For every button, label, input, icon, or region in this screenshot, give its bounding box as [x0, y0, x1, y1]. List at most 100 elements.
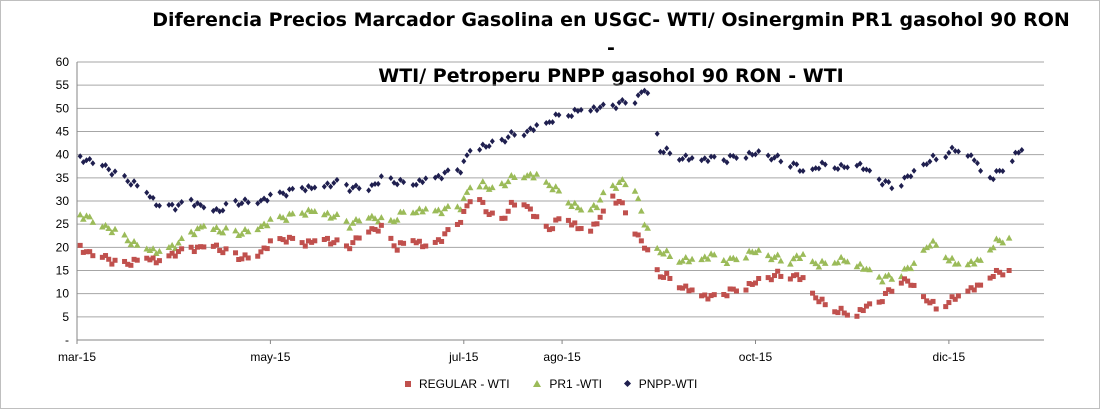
- data-point-regular: [194, 244, 200, 250]
- y-tick-label: 5: [62, 310, 69, 324]
- data-point-pnpp: [505, 134, 511, 141]
- data-point-pnpp: [613, 105, 619, 112]
- legend-marker-triangle-icon: [532, 380, 541, 388]
- data-point-pr1: [1005, 234, 1013, 241]
- data-point-pr1: [542, 178, 550, 185]
- data-point-regular: [369, 226, 375, 232]
- data-point-regular: [572, 220, 578, 226]
- data-point-pr1: [812, 260, 820, 267]
- data-point-pr1: [390, 218, 398, 225]
- data-point-pnpp: [898, 182, 904, 189]
- data-point-pr1: [130, 237, 138, 244]
- data-point-pr1: [222, 224, 230, 231]
- data-point-pnpp: [198, 201, 204, 208]
- data-point-regular: [258, 249, 264, 255]
- legend: REGULAR - WTI PR1 -WTI PNPP-WTI: [1, 376, 1100, 391]
- data-point-pr1: [663, 247, 671, 254]
- data-point-pnpp: [372, 181, 378, 188]
- data-point-regular: [724, 293, 730, 299]
- data-point-pr1: [105, 224, 113, 231]
- data-point-regular: [239, 256, 245, 262]
- data-point-regular: [882, 290, 888, 296]
- data-point-regular: [835, 310, 841, 316]
- data-point-regular: [752, 280, 758, 286]
- data-point-pr1: [815, 263, 823, 270]
- data-point-regular: [838, 305, 844, 311]
- data-point-regular: [375, 228, 381, 234]
- data-point-pr1: [885, 271, 892, 278]
- data-point-pr1: [219, 229, 227, 236]
- data-point-pnpp: [153, 202, 159, 209]
- data-point-regular: [553, 217, 559, 223]
- data-point-regular: [255, 253, 261, 259]
- data-point-pnpp: [242, 196, 248, 203]
- data-point-pr1: [149, 245, 157, 252]
- data-point-pnpp: [214, 205, 220, 212]
- data-point-pr1: [796, 254, 804, 261]
- data-point-pnpp: [324, 180, 330, 187]
- data-point-pnpp: [150, 194, 156, 201]
- data-point-pr1: [929, 237, 937, 244]
- data-point-regular: [886, 287, 892, 293]
- data-point-regular: [816, 299, 822, 305]
- y-tick-label: 55: [56, 78, 70, 92]
- data-point-regular: [879, 299, 885, 305]
- data-point-pnpp: [112, 168, 118, 175]
- data-point-regular: [765, 275, 771, 281]
- data-point-regular: [388, 235, 394, 241]
- data-point-pr1: [489, 184, 496, 191]
- data-point-pnpp: [480, 141, 486, 148]
- data-point-regular: [286, 234, 292, 240]
- data-point-regular: [77, 242, 83, 248]
- data-point-regular: [106, 256, 112, 262]
- data-point-regular: [968, 285, 974, 291]
- data-point-regular: [321, 236, 327, 242]
- data-point-pnpp: [464, 152, 470, 159]
- data-point-pr1: [511, 173, 518, 180]
- data-point-regular: [768, 277, 774, 283]
- data-point-pr1: [875, 273, 883, 280]
- y-tick-label: 60: [56, 55, 70, 69]
- data-point-pr1: [187, 228, 195, 235]
- data-point-pr1: [590, 201, 598, 208]
- data-point-regular: [410, 238, 416, 244]
- data-point-regular: [819, 296, 825, 302]
- data-point-regular: [524, 203, 530, 209]
- data-point-regular: [153, 260, 159, 266]
- data-point-regular: [302, 243, 308, 249]
- data-point-pnpp: [600, 101, 606, 108]
- data-point-pnpp: [635, 92, 641, 99]
- data-point-pnpp: [220, 207, 226, 214]
- data-point-pr1: [977, 256, 984, 263]
- data-point-regular: [245, 255, 251, 261]
- data-point-pnpp: [556, 111, 562, 118]
- data-point-pr1: [787, 260, 794, 267]
- data-point-pnpp: [413, 181, 419, 188]
- data-point-pr1: [200, 222, 208, 229]
- data-point-pnpp: [521, 132, 527, 139]
- data-point-pnpp: [971, 157, 977, 164]
- data-point-pnpp: [889, 185, 895, 192]
- data-point-regular: [857, 307, 863, 313]
- data-point-pr1: [679, 257, 686, 264]
- data-point-pnpp: [705, 158, 711, 165]
- data-point-pr1: [634, 195, 642, 202]
- data-point-pnpp: [347, 188, 353, 195]
- data-point-pnpp: [286, 186, 292, 193]
- data-point-regular: [597, 214, 603, 220]
- data-point-pnpp: [645, 90, 651, 97]
- data-point-regular: [413, 240, 419, 246]
- data-point-regular: [527, 206, 533, 212]
- data-point-pnpp: [144, 189, 150, 196]
- data-point-pnpp: [664, 145, 670, 152]
- data-point-pnpp: [442, 169, 448, 176]
- data-point-regular: [144, 255, 150, 261]
- data-point-pr1: [577, 206, 585, 213]
- data-point-pnpp: [797, 168, 803, 175]
- data-point-pnpp: [299, 184, 305, 191]
- data-point-pnpp: [524, 128, 530, 135]
- x-tick-label: mar-15: [58, 350, 96, 364]
- data-point-pnpp: [201, 204, 207, 211]
- data-point-pr1: [660, 250, 667, 257]
- data-point-pnpp: [99, 162, 105, 169]
